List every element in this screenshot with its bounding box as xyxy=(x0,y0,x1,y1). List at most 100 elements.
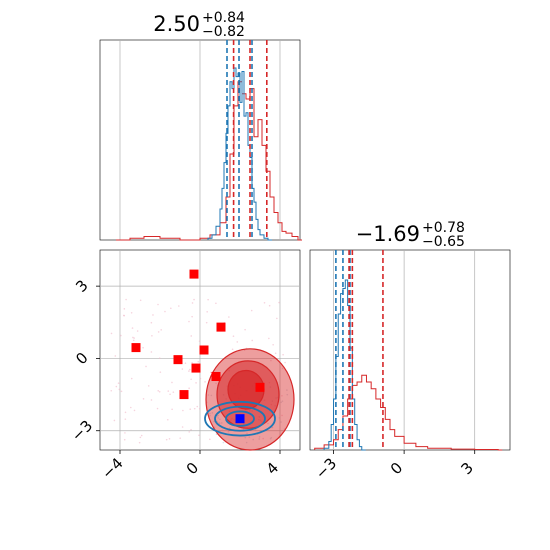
joint-scatter-dot xyxy=(114,355,117,357)
joint-scatter-dot xyxy=(267,422,269,425)
joint-scatter-dot xyxy=(268,337,270,340)
joint-blue-contours xyxy=(204,400,276,437)
joint-scatter-dot xyxy=(182,409,184,412)
joint-scatter-dot xyxy=(276,317,278,320)
joint-scatter-dot xyxy=(244,436,247,439)
joint-scatter-dot xyxy=(262,437,264,440)
joint-scatter-dot xyxy=(263,301,266,304)
joint-scatter-dot xyxy=(150,321,153,324)
joint-scatter-dot xyxy=(152,314,154,316)
joint-scatter-dot xyxy=(216,415,219,417)
joint-scatter-dot xyxy=(274,352,277,355)
joint-y-tick-label: 0 xyxy=(72,349,91,368)
joint-scatter-dot xyxy=(118,388,121,391)
joint-scatter-dot xyxy=(251,339,254,342)
joint-scatter-dot xyxy=(198,407,201,410)
joint-scatter-dot xyxy=(227,430,230,433)
joint-red-marker xyxy=(131,343,141,353)
top-histogram-step-blue xyxy=(207,67,272,241)
joint-scatter-dot xyxy=(123,438,126,441)
joint-scatter-dot xyxy=(215,382,217,385)
joint-scatter-dot xyxy=(150,399,153,401)
joint-scatter-dot xyxy=(140,434,143,437)
joint-scatter-dot xyxy=(132,336,134,339)
joint-scatter-dot xyxy=(124,418,127,420)
joint-scatter-dot xyxy=(158,390,161,393)
joint-scatter-dot xyxy=(213,420,215,423)
joint-scatter-dot xyxy=(270,436,273,439)
joint-scatter-dot xyxy=(189,408,192,410)
joint-scatter-dot xyxy=(170,307,172,310)
joint-scatter-dot xyxy=(168,437,171,440)
right-histogram-frame xyxy=(309,249,511,451)
right-title-plus: +0.78 xyxy=(422,220,465,236)
joint-scatter-dot xyxy=(209,412,211,415)
joint-scatter-dot xyxy=(271,426,274,429)
joint-scatter-dot xyxy=(197,360,200,363)
joint-scatter-dot xyxy=(160,329,162,331)
joint-scatter-dot xyxy=(281,414,283,417)
joint-scatter-dot xyxy=(232,335,235,337)
joint-scatter-dot xyxy=(222,441,225,444)
joint-red-marker xyxy=(189,269,199,279)
joint-scatter-dot xyxy=(278,417,281,419)
joint-scatter-dot xyxy=(179,437,182,439)
top-title-minus: −0.82 xyxy=(202,24,245,40)
joint-scatter-dot xyxy=(286,389,288,391)
top-histogram-step-red xyxy=(116,81,302,241)
joint-scatter-dot xyxy=(219,418,221,421)
joint-scatter-dot xyxy=(270,359,272,362)
joint-scatter-dot xyxy=(188,320,190,323)
joint-scatter-dot xyxy=(156,407,159,410)
right-title-minus: −0.65 xyxy=(422,234,465,250)
joint-scatter-dot xyxy=(205,321,208,324)
joint-scatter-dot xyxy=(268,304,271,307)
joint-scatter-dot xyxy=(181,426,184,428)
right-x-ticks: −3 0 3 xyxy=(312,450,477,483)
joint-blue-contour-1 xyxy=(204,400,276,437)
joint-scatter-dot xyxy=(139,299,142,302)
joint-scatter-dot xyxy=(191,361,193,364)
joint-scatter-dot xyxy=(159,371,162,373)
joint-scatter-dot xyxy=(133,337,135,339)
right-x-tick-label: 3 xyxy=(457,459,476,478)
joint-scatter-dot xyxy=(132,339,135,342)
joint-scatter-dot xyxy=(110,332,113,335)
right-histogram-step-red xyxy=(314,374,503,451)
joint-scatter-dot xyxy=(210,371,212,374)
joint-scatter-dot xyxy=(190,335,193,337)
joint-scatter-dot xyxy=(188,431,191,433)
joint-scatter-dot xyxy=(136,330,139,332)
right-histogram-panel: −3 0 3 −1.69 +0.78 −0.65 xyxy=(309,220,511,483)
right-x-tick-label: 0 xyxy=(387,459,406,478)
joint-scatter-dot xyxy=(198,434,200,437)
joint-scatter-dot xyxy=(191,302,194,304)
right-quantile-lines xyxy=(335,250,384,450)
joint-scatter-dot xyxy=(164,310,166,313)
joint-x-tick-label: −4 xyxy=(98,454,126,482)
joint-scatter-dot xyxy=(158,357,161,359)
joint-scatter-dot xyxy=(198,340,201,342)
joint-scatter-dot xyxy=(171,381,173,384)
joint-y-ticks: −3 0 3 xyxy=(68,276,100,445)
joint-scatter-dot xyxy=(199,377,202,380)
joint-scatter-dot xyxy=(157,303,159,306)
joint-x-ticks: −4 0 4 xyxy=(98,450,282,483)
joint-markers xyxy=(131,269,265,424)
joint-scatter-dot xyxy=(184,362,187,365)
joint-scatter-dot xyxy=(215,302,217,305)
joint-red-marker xyxy=(191,363,201,373)
joint-scatter-dot xyxy=(221,429,224,432)
joint-scatter-dot xyxy=(246,432,248,435)
joint-scatter-dot xyxy=(244,328,246,331)
joint-scatter-dot xyxy=(272,343,274,346)
joint-scatter-dot xyxy=(250,309,253,312)
joint-panel: −4 0 4 −3 0 3 xyxy=(68,249,301,483)
joint-scatter-dot xyxy=(248,436,251,438)
joint-red-marker xyxy=(199,345,209,355)
joint-scatter-dot xyxy=(280,401,283,404)
joint-scatter-dot xyxy=(123,314,125,317)
joint-scatter-dot xyxy=(131,327,134,329)
top-title-plus: +0.84 xyxy=(202,10,245,26)
joint-scatter-dot xyxy=(142,346,144,349)
